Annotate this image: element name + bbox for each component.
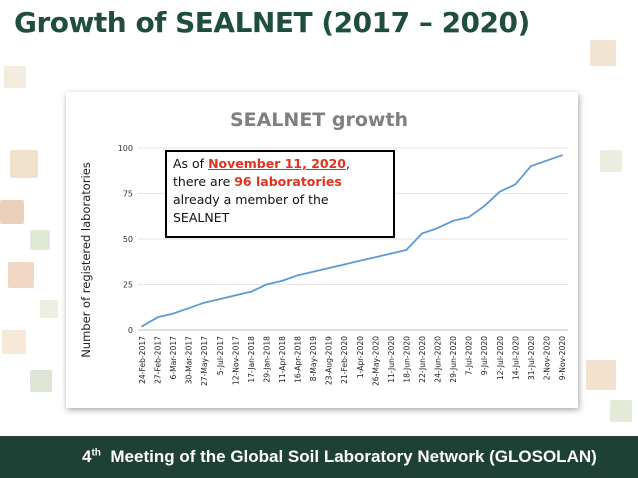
data-point bbox=[312, 270, 315, 273]
background-square bbox=[40, 300, 58, 318]
data-point bbox=[203, 301, 206, 304]
x-tick-label: 30-Mar-2017 bbox=[185, 336, 194, 384]
data-point bbox=[218, 298, 221, 300]
x-tick-label: 11-Apr-2018 bbox=[278, 336, 287, 383]
background-square bbox=[586, 360, 616, 390]
x-tick-label: 9-Nov-2020 bbox=[558, 336, 567, 380]
x-tick-label: 27-May-2017 bbox=[200, 336, 209, 386]
data-point bbox=[498, 190, 501, 193]
x-tick-label: 16-Apr-2018 bbox=[294, 336, 303, 383]
series-group bbox=[141, 154, 563, 328]
background-square bbox=[10, 150, 38, 178]
footer-bar: 4th Meeting of the Global Soil Laborator… bbox=[0, 436, 638, 478]
data-point bbox=[141, 325, 143, 328]
data-point bbox=[374, 256, 377, 259]
annotation-callout: As of November 11, 2020, there are 96 la… bbox=[165, 150, 395, 238]
y-tick-label: 25 bbox=[123, 281, 133, 290]
x-tick-label: 17-Jan-2018 bbox=[247, 336, 256, 383]
x-tick-label: 27-Feb-2017 bbox=[154, 336, 163, 384]
data-point bbox=[529, 165, 532, 168]
callout-there-are: there are bbox=[173, 174, 235, 189]
data-point bbox=[249, 290, 252, 293]
background-square bbox=[8, 262, 34, 288]
background-square bbox=[600, 150, 622, 172]
data-point bbox=[358, 259, 361, 262]
line-chart: SEALNET growth Number of registered labo… bbox=[79, 109, 568, 386]
data-point bbox=[234, 294, 237, 297]
data-point bbox=[172, 312, 175, 315]
background-square bbox=[30, 370, 52, 392]
data-point bbox=[467, 216, 470, 219]
x-tick-label: 29-Jan-2018 bbox=[262, 336, 271, 383]
background-square bbox=[610, 400, 632, 422]
y-axis-label: Number of registered laboratories bbox=[79, 162, 93, 358]
y-tick-label: 50 bbox=[123, 235, 133, 244]
background-square bbox=[2, 330, 26, 354]
background-square bbox=[4, 66, 26, 88]
x-tick-label: 14-Jul-2020 bbox=[511, 336, 520, 380]
data-point bbox=[545, 159, 548, 162]
x-tick-label: 6-Mar-2017 bbox=[169, 336, 178, 380]
x-tick-label: 8-May-2019 bbox=[309, 336, 318, 381]
data-point bbox=[296, 274, 299, 277]
callout-date: November 11, 2020 bbox=[208, 156, 346, 171]
callout-line-2: there are 96 laboratories bbox=[173, 173, 387, 191]
x-tick-label: 22-Jun-2020 bbox=[418, 336, 427, 383]
x-tick-label: 7-Jul-2020 bbox=[465, 336, 474, 375]
x-tick-label: 1-Apr-2020 bbox=[356, 336, 365, 378]
footer-text: 4th Meeting of the Global Soil Laborator… bbox=[82, 447, 597, 467]
data-point bbox=[343, 263, 346, 266]
x-tick-label: 31-Jul-2020 bbox=[527, 336, 536, 380]
x-tick-label: 18-Jun-2020 bbox=[402, 336, 411, 383]
data-point bbox=[327, 267, 330, 270]
slide-title: Growth of SEALNET (2017 – 2020) bbox=[14, 6, 530, 39]
data-point bbox=[187, 307, 190, 310]
callout-line-4: SEALNET bbox=[173, 210, 230, 225]
x-tick-label: 5-Jul-2017 bbox=[216, 336, 225, 375]
x-tick-label: 29-Jun-2020 bbox=[449, 336, 458, 383]
series-line bbox=[141, 154, 563, 328]
footer-ordinal: 4 bbox=[82, 447, 92, 466]
x-tick-label: 24-Jun-2020 bbox=[434, 336, 443, 383]
x-tick-label: 12-Jul-2020 bbox=[496, 336, 505, 380]
data-point bbox=[436, 227, 439, 229]
data-point bbox=[421, 232, 423, 235]
callout-line-1: As of November 11, 2020, bbox=[173, 155, 387, 173]
data-point bbox=[389, 252, 392, 255]
callout-line-3: already a member of the bbox=[173, 192, 329, 207]
x-tick-label: 12-Nov-2017 bbox=[231, 336, 240, 385]
x-tick-label: 24-Feb-2017 bbox=[138, 336, 147, 384]
y-tick-labels: 0 25 50 75 100 bbox=[118, 144, 133, 335]
chart-title: SEALNET growth bbox=[230, 109, 408, 131]
data-point bbox=[156, 316, 159, 319]
x-tick-labels: 24-Feb-2017 27-Feb-2017 6-Mar-2017 30-Mar-2… bbox=[138, 336, 567, 386]
x-tick-label: 11-Jun-2020 bbox=[387, 336, 396, 383]
x-tick-label: 23-Aug-2019 bbox=[325, 336, 334, 385]
background-square bbox=[30, 230, 50, 250]
x-tick-label: 9-Jul-2020 bbox=[480, 336, 489, 375]
y-tick-label: 100 bbox=[118, 144, 133, 153]
callout-count: 96 laboratories bbox=[234, 174, 342, 189]
data-point bbox=[265, 283, 268, 286]
y-tick-label: 75 bbox=[123, 190, 133, 199]
data-point bbox=[514, 183, 517, 186]
data-point bbox=[452, 219, 455, 222]
background-square bbox=[590, 40, 616, 66]
data-point bbox=[281, 279, 283, 282]
data-point bbox=[405, 249, 408, 251]
x-tick-label: 21-Feb-2020 bbox=[340, 336, 349, 384]
y-tick-label: 0 bbox=[128, 326, 133, 335]
data-point bbox=[483, 205, 486, 208]
chart-card: SEALNET growth Number of registered labo… bbox=[66, 92, 578, 408]
callout-prefix: As of bbox=[173, 156, 209, 171]
footer-meeting-name: Meeting of the Global Soil Laboratory Ne… bbox=[110, 447, 597, 466]
callout-comma: , bbox=[346, 156, 350, 171]
x-tick-label: 26-May-2020 bbox=[371, 336, 380, 386]
background-square bbox=[0, 200, 24, 224]
data-point bbox=[561, 154, 563, 157]
footer-ordinal-suffix: th bbox=[91, 447, 101, 459]
x-tick-label: 2-Nov-2020 bbox=[542, 336, 551, 380]
